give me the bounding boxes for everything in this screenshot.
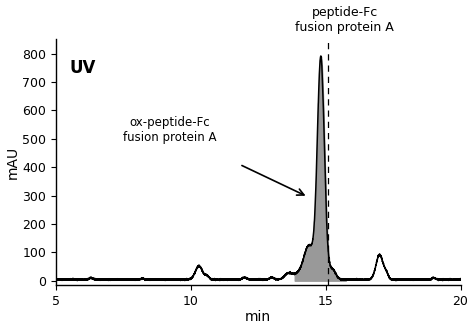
Y-axis label: mAU: mAU	[6, 146, 19, 179]
Text: ox-peptide-Fc
fusion protein A: ox-peptide-Fc fusion protein A	[123, 116, 216, 145]
Text: peptide-Fc
fusion protein A: peptide-Fc fusion protein A	[295, 6, 394, 34]
X-axis label: min: min	[245, 311, 271, 324]
Text: UV: UV	[70, 59, 96, 77]
